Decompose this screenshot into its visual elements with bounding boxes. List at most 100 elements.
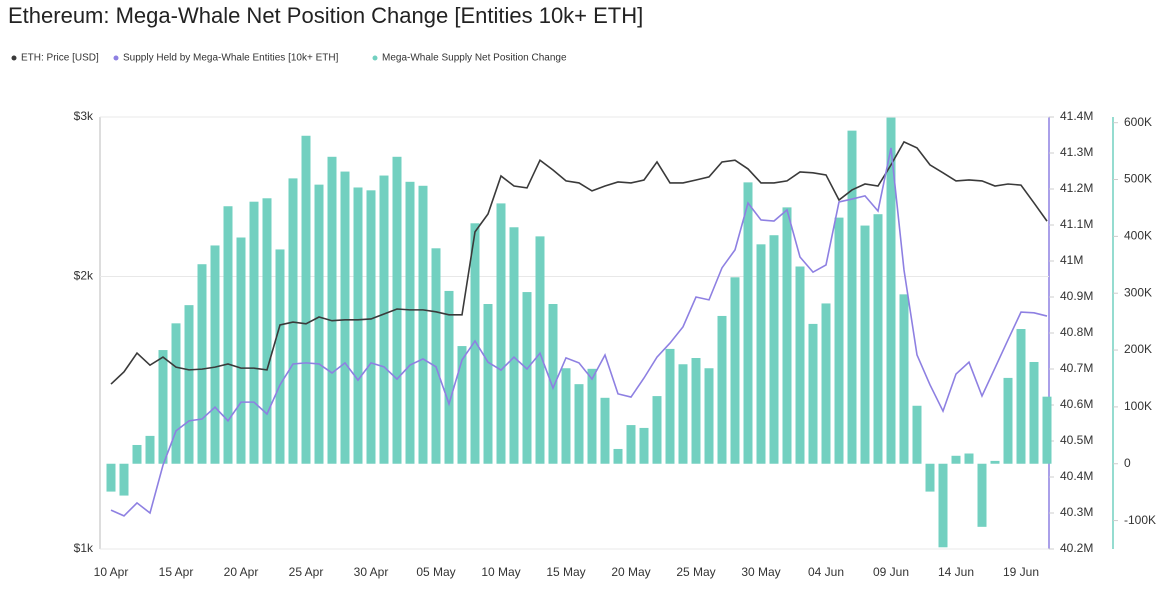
bar <box>262 198 272 464</box>
y3-tick-label: 200K <box>1124 342 1152 356</box>
bar <box>678 364 688 464</box>
bar <box>470 223 480 464</box>
bar <box>509 227 519 464</box>
y-tick-label: $2k <box>74 269 94 283</box>
bar <box>379 175 389 464</box>
y2-tick-label: 40.5M <box>1060 433 1093 447</box>
bar <box>912 405 922 464</box>
y3-tick-label: 500K <box>1124 172 1152 186</box>
x-tick-label: 14 Jun <box>938 565 974 579</box>
legend-marker <box>113 55 119 61</box>
bar <box>808 323 818 464</box>
bar <box>860 225 870 464</box>
bar <box>301 135 311 464</box>
line <box>110 147 1048 517</box>
x-tick-label: 10 May <box>481 565 520 579</box>
bar <box>327 156 337 464</box>
bar <box>951 455 961 464</box>
y2-tick-label: 40.4M <box>1060 469 1093 483</box>
bar <box>847 130 857 464</box>
bar <box>457 346 467 464</box>
bar <box>431 248 441 464</box>
bar <box>639 427 649 464</box>
y3-tick-label: 300K <box>1124 285 1152 299</box>
bar <box>171 323 181 464</box>
bar <box>275 249 285 464</box>
bar <box>938 463 948 548</box>
y2-tick-label: 40.7M <box>1060 361 1093 375</box>
x-tick-label: 25 Apr <box>289 565 324 579</box>
legend-marker <box>11 55 17 61</box>
y3-tick-label: 600K <box>1124 115 1152 129</box>
y2-tick-label: 41.3M <box>1060 145 1093 159</box>
y-tick-label: $1k <box>74 541 94 555</box>
bar <box>353 187 363 464</box>
x-tick-label: 15 Apr <box>159 565 194 579</box>
bar <box>899 294 909 464</box>
bar <box>496 203 506 464</box>
bar <box>756 244 766 464</box>
x-tick-label: 30 Apr <box>354 565 389 579</box>
y2-tick-label: 40.6M <box>1060 397 1093 411</box>
bar <box>314 184 324 464</box>
x-tick-label: 10 Apr <box>94 565 129 579</box>
bar <box>1029 361 1039 464</box>
y3-tick-label: 400K <box>1124 229 1152 243</box>
bar <box>249 201 259 464</box>
bar <box>548 304 558 464</box>
bar <box>743 182 753 464</box>
bar <box>925 463 935 492</box>
bar <box>574 384 584 464</box>
y-tick-label: $3k <box>74 109 94 123</box>
chart-title: Ethereum: Mega-Whale Net Position Change… <box>8 3 643 28</box>
y2-tick-label: 41.2M <box>1060 181 1093 195</box>
bar <box>587 368 597 464</box>
y2-tick-label: 40.3M <box>1060 505 1093 519</box>
x-tick-label: 30 May <box>741 565 780 579</box>
x-tick-label: 20 Apr <box>224 565 259 579</box>
bar <box>704 368 714 464</box>
bar <box>821 303 831 464</box>
bar <box>210 245 220 464</box>
y2-tick-label: 41M <box>1060 253 1083 267</box>
bar <box>106 463 116 492</box>
bar <box>405 181 415 464</box>
bar <box>158 350 168 464</box>
y3-tick-label: 0 <box>1124 456 1131 470</box>
bar <box>886 117 896 464</box>
x-tick-label: 25 May <box>676 565 715 579</box>
x-tick-label: 20 May <box>611 565 650 579</box>
bar <box>197 264 207 464</box>
legend-label: Mega-Whale Supply Net Position Change <box>382 53 567 64</box>
bar <box>340 171 350 464</box>
bar <box>184 305 194 464</box>
y3-tick-label: -100K <box>1124 513 1156 527</box>
bar <box>613 448 623 464</box>
bar <box>1042 396 1052 464</box>
bar <box>366 190 376 464</box>
bar <box>483 304 493 464</box>
legend-label: ETH: Price [USD] <box>21 53 99 64</box>
bar <box>119 463 129 496</box>
y3-tick-label: 100K <box>1124 399 1152 413</box>
x-tick-label: 04 Jun <box>808 565 844 579</box>
bar <box>665 348 675 464</box>
x-tick-label: 19 Jun <box>1003 565 1039 579</box>
bar <box>600 397 610 464</box>
bar <box>418 185 428 464</box>
bar <box>782 207 792 464</box>
bar <box>444 290 454 464</box>
bar <box>236 237 246 464</box>
bar <box>834 217 844 464</box>
y2-tick-label: 41.1M <box>1060 217 1093 231</box>
bar <box>1016 329 1026 464</box>
line <box>110 140 1048 385</box>
y2-tick-label: 40.9M <box>1060 289 1093 303</box>
bar <box>626 425 636 464</box>
bar <box>990 460 1000 464</box>
bar <box>288 178 298 464</box>
bar <box>535 236 545 464</box>
bar <box>873 214 883 464</box>
